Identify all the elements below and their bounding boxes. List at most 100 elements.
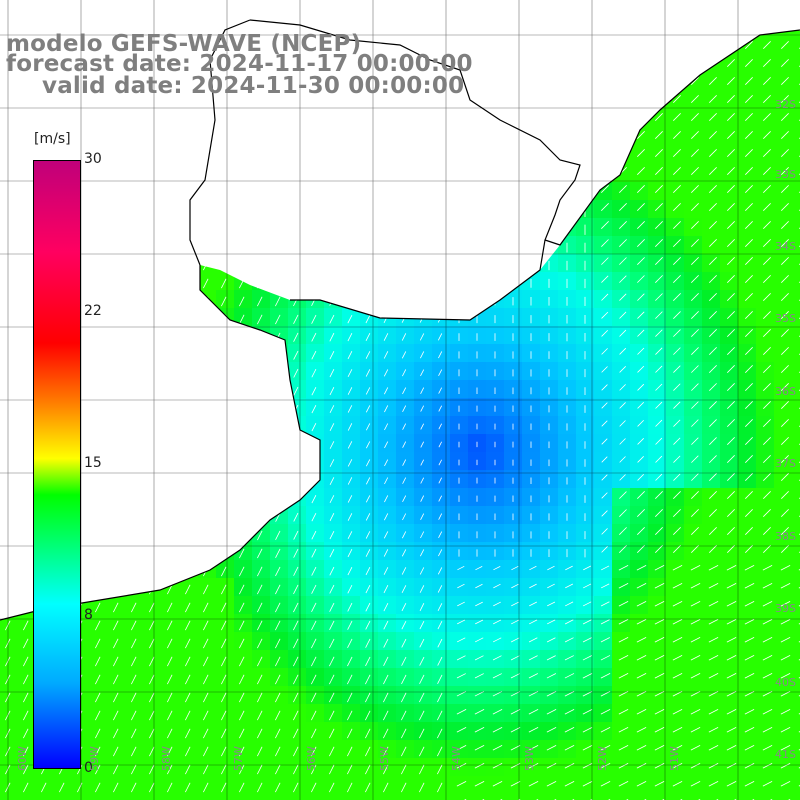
wind-arrow xyxy=(437,638,443,648)
colorbar-tick-30: 30 xyxy=(84,151,102,167)
wind-arrow xyxy=(492,673,502,679)
wind-arrow xyxy=(655,275,663,283)
wind-arrow xyxy=(564,781,575,787)
wind-arrow xyxy=(329,477,335,485)
wind-arrow xyxy=(437,692,443,703)
wind-arrow xyxy=(709,527,717,535)
wind-arrow xyxy=(619,474,626,481)
lon-label-57w: 57W xyxy=(232,746,245,771)
wind-arrow xyxy=(293,332,299,342)
wind-cell xyxy=(792,290,800,308)
wind-arrow xyxy=(221,656,227,667)
wind-arrow xyxy=(781,239,789,247)
title-model: modelo GEFS-WAVE (NCEP) xyxy=(6,31,362,57)
wind-arrow xyxy=(727,185,735,193)
wind-arrow xyxy=(131,782,137,793)
wind-arrow xyxy=(709,509,717,517)
wind-arrow xyxy=(401,620,407,630)
wind-arrow xyxy=(347,728,353,739)
wind-arrow xyxy=(347,692,353,703)
wind-arrow xyxy=(564,673,575,679)
wind-arrow xyxy=(763,239,771,247)
wind-cell xyxy=(792,560,800,578)
wind-arrow xyxy=(329,782,335,793)
wind-arrow xyxy=(329,584,335,594)
wind-arrow xyxy=(383,602,389,612)
wind-arrow xyxy=(420,495,425,502)
wind-arrow xyxy=(618,745,629,751)
wind-arrow xyxy=(745,59,753,67)
wind-arrow xyxy=(511,619,520,625)
wind-arrow xyxy=(601,510,608,517)
wind-arrow xyxy=(619,347,627,355)
wind-arrow xyxy=(23,692,29,703)
wind-arrow xyxy=(780,745,791,751)
wind-arrow xyxy=(691,275,699,283)
wind-arrow xyxy=(745,275,753,283)
wind-arrow xyxy=(420,387,425,394)
wind-arrow xyxy=(727,221,735,229)
wind-cell xyxy=(792,470,800,488)
wind-arrow xyxy=(546,745,557,751)
wind-arrow xyxy=(763,95,771,103)
wind-arrow xyxy=(456,727,467,733)
wind-arrow xyxy=(672,763,683,769)
wind-arrow xyxy=(401,710,407,721)
wind-arrow xyxy=(619,402,626,409)
wind-arrow xyxy=(546,619,556,625)
land-mass xyxy=(0,0,800,620)
wind-arrow xyxy=(673,437,681,445)
wind-arrow xyxy=(113,674,119,685)
wind-arrow xyxy=(275,602,281,613)
wind-arrow xyxy=(654,655,665,661)
wind-arrow xyxy=(221,602,227,613)
wind-arrow xyxy=(257,656,263,667)
wind-arrow xyxy=(419,728,425,739)
lat-label-33s: 33S xyxy=(775,168,796,181)
wind-arrow xyxy=(511,601,519,607)
wind-arrow xyxy=(673,293,681,301)
wind-cell xyxy=(558,794,576,800)
wind-arrow xyxy=(673,509,681,517)
wind-arrow xyxy=(419,585,425,593)
wind-arrow xyxy=(203,692,209,703)
wind-arrow xyxy=(402,387,407,395)
wind-arrow xyxy=(113,656,119,667)
wind-arrow xyxy=(329,746,335,757)
wind-arrow xyxy=(727,149,735,157)
wind-arrow xyxy=(293,566,299,576)
wind-arrow xyxy=(185,746,191,757)
wind-arrow xyxy=(727,329,735,337)
wind-arrow xyxy=(23,710,29,721)
wind-arrow xyxy=(275,674,281,685)
wind-arrow xyxy=(780,673,791,679)
wind-arrow xyxy=(744,637,755,643)
wind-arrow xyxy=(745,545,753,553)
wind-arrow xyxy=(95,764,101,775)
wind-arrow xyxy=(726,709,737,715)
wind-cell xyxy=(288,794,306,800)
wind-arrow xyxy=(763,383,771,391)
wind-arrow xyxy=(203,278,209,289)
wind-arrow xyxy=(95,728,101,739)
wind-cell xyxy=(36,794,54,800)
wind-arrow xyxy=(709,149,717,157)
wind-arrow xyxy=(726,727,737,733)
wind-arrow xyxy=(311,404,317,414)
wind-arrow xyxy=(438,549,443,557)
wind-arrow xyxy=(329,638,335,649)
wind-arrow xyxy=(673,311,681,319)
wind-arrow xyxy=(691,329,699,337)
wind-arrow xyxy=(456,655,466,661)
wind-arrow xyxy=(780,583,791,589)
wind-arrow xyxy=(709,491,717,499)
wind-arrow xyxy=(781,167,789,175)
wind-arrow xyxy=(384,387,389,395)
wind-arrow xyxy=(762,781,773,787)
wind-arrow xyxy=(365,638,371,648)
wind-cell xyxy=(792,686,800,704)
wind-arrow xyxy=(77,764,83,775)
wind-arrow xyxy=(419,567,425,575)
wind-arrow xyxy=(601,348,608,355)
wind-arrow xyxy=(239,728,245,739)
